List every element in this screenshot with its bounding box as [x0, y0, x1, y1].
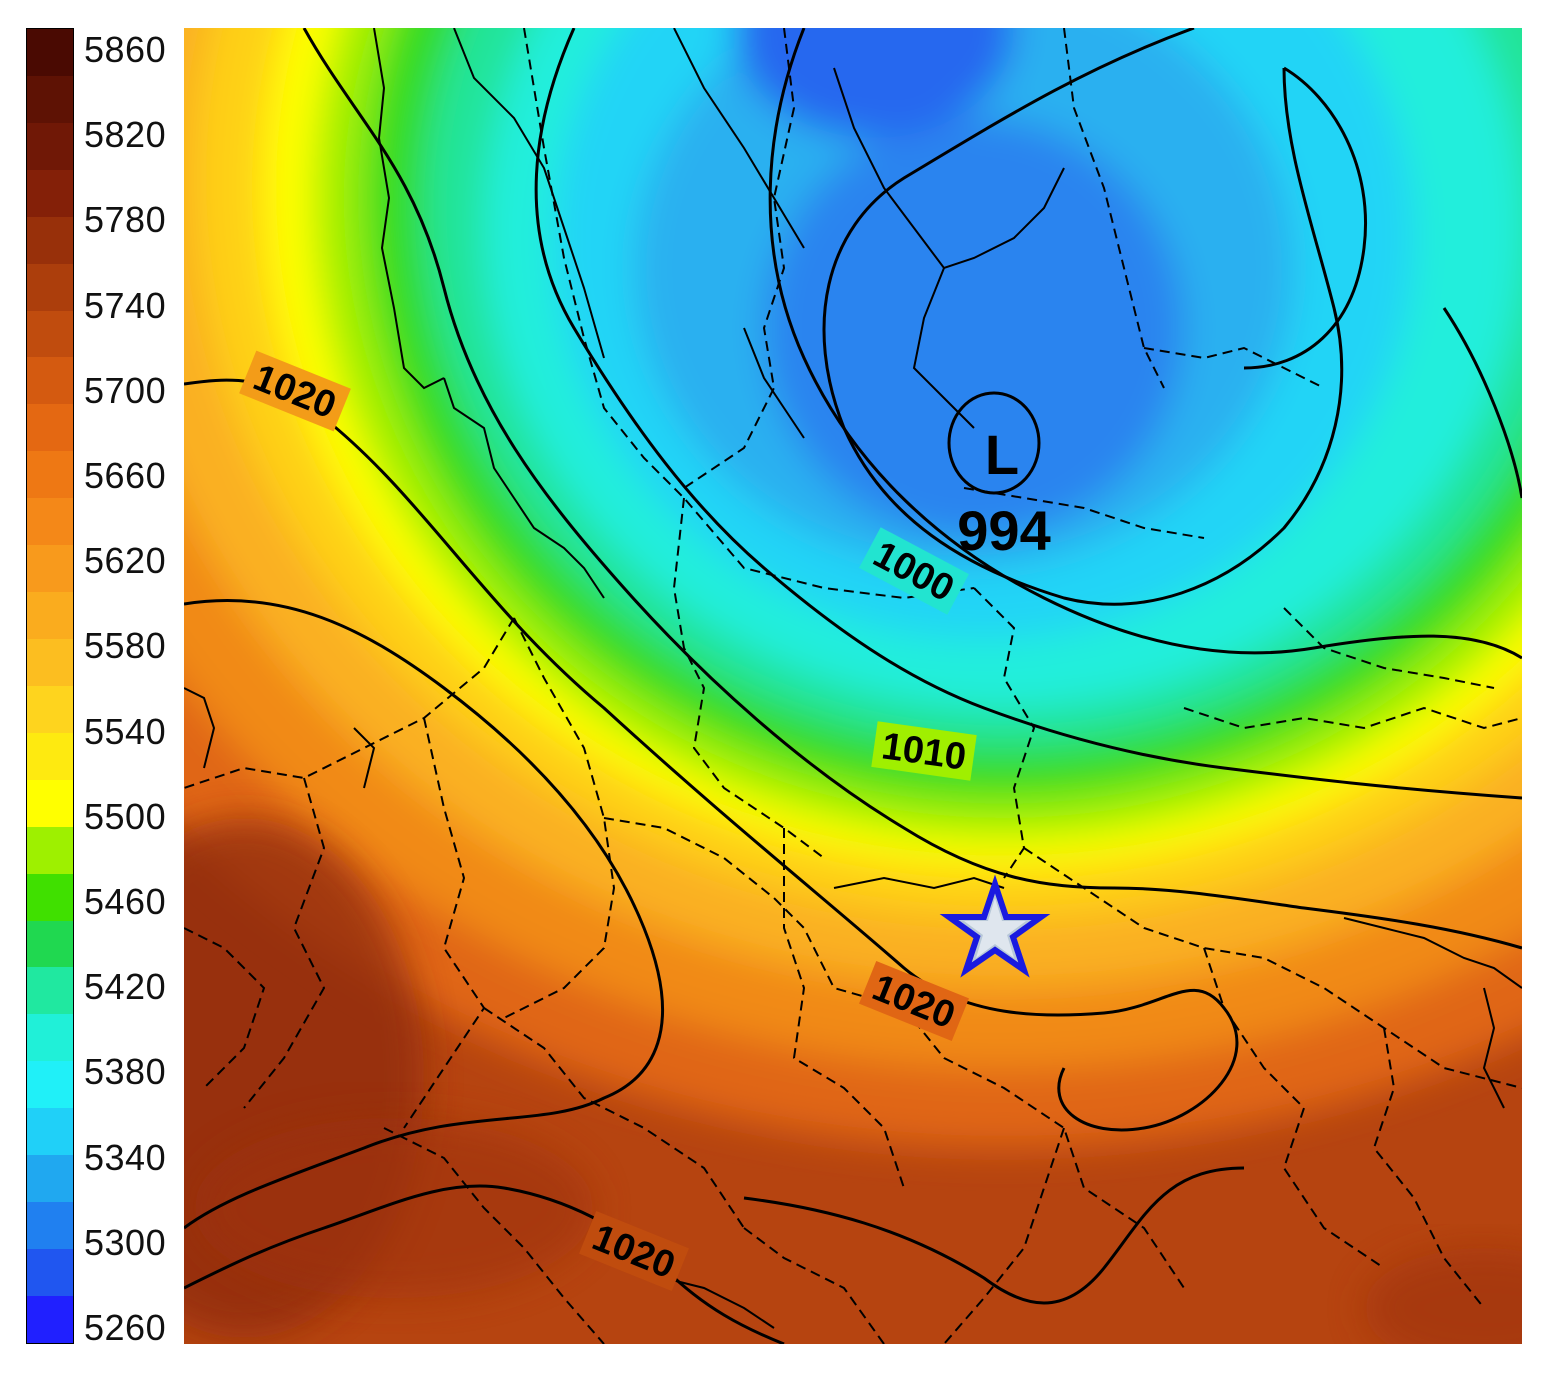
color-scale-swatch	[27, 216, 73, 264]
color-scale-swatch	[27, 75, 73, 123]
country-borders	[184, 28, 1522, 1344]
color-scale-tick-label: 5620	[84, 540, 167, 582]
color-scale-swatch	[27, 638, 73, 686]
color-scale-swatch	[27, 1061, 73, 1109]
color-scale-tick-label: 5580	[84, 625, 167, 667]
color-scale-tick-label: 5860	[84, 29, 167, 70]
color-scale-tick-label: 5300	[84, 1221, 167, 1263]
color-scale-swatch	[27, 451, 73, 499]
weather-map: 1020 1020 1020 1010 1000 994 L	[184, 28, 1522, 1344]
color-scale-swatch	[27, 1155, 73, 1203]
color-scale-tick-label: 5460	[84, 881, 167, 922]
color-scale-swatch	[27, 592, 73, 639]
color-scale-swatch	[27, 826, 73, 874]
color-scale-swatch	[27, 1014, 73, 1062]
color-scale-tick-label: 5540	[84, 710, 167, 752]
color-scale-swatch	[27, 1202, 73, 1249]
color-scale-swatch	[27, 1295, 73, 1343]
color-scale-swatch	[27, 967, 73, 1015]
color-scale-swatch	[27, 1248, 73, 1296]
color-scale-swatch	[27, 310, 73, 358]
color-scale-swatch	[27, 732, 73, 780]
color-scale-ticks: 5860 5820 5780 5740 5700 5660 5620 5580 5540 5500…	[84, 28, 180, 1348]
color-scale-tick-label: 5660	[84, 455, 167, 496]
color-scale-bar	[26, 28, 74, 1344]
coastlines	[184, 28, 1522, 1329]
color-scale-swatch	[27, 779, 73, 827]
color-scale-swatch	[27, 404, 73, 452]
low-pressure-value: 994	[957, 499, 1050, 562]
color-scale-swatch	[27, 357, 73, 405]
color-scale-tick-label: 5700	[84, 369, 167, 411]
color-scale-swatch	[27, 685, 73, 733]
color-scale-tick-label: 5500	[84, 795, 167, 837]
low-pressure-marker: L	[985, 423, 1019, 486]
color-scale-tick-label: 5420	[84, 966, 167, 1008]
star-icon	[939, 874, 1051, 978]
color-scale-tick-label: 5740	[84, 284, 167, 326]
geopotential-height-field	[184, 28, 1522, 1344]
color-scale-tick-label: 5260	[84, 1307, 167, 1348]
color-scale-swatch	[27, 169, 73, 217]
color-scale-tick-label: 5340	[84, 1136, 167, 1178]
color-scale-swatch	[27, 498, 73, 546]
color-scale-swatch	[27, 873, 73, 921]
color-scale-tick-label: 5820	[84, 114, 167, 156]
color-scale-tick-label: 5380	[84, 1051, 167, 1093]
color-scale-swatch	[27, 122, 73, 170]
color-scale-swatch	[27, 263, 73, 311]
color-scale-swatch	[27, 545, 73, 593]
color-scale-swatch	[27, 920, 73, 968]
color-scale-swatch	[27, 1108, 73, 1156]
color-scale-tick-label: 5780	[84, 199, 167, 241]
color-scale-swatch	[27, 29, 73, 76]
